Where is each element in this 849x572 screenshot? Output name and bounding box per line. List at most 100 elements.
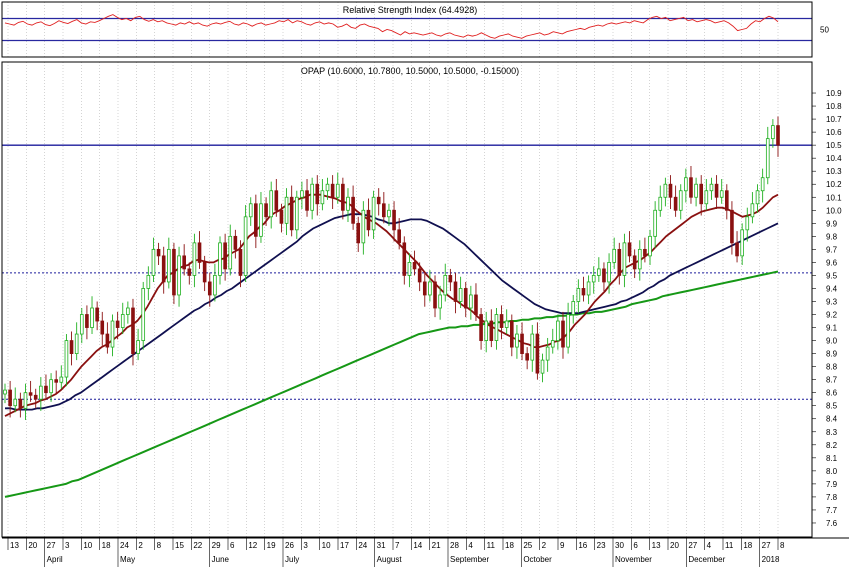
candle-body [120,314,125,328]
x-tick-label: 24 [358,541,367,550]
candle-body [402,242,407,276]
candle-body [151,248,156,276]
candle-body [341,183,345,211]
candle-body [23,392,28,409]
candle-body [79,314,84,335]
candle-body [612,248,616,263]
candle-body [315,183,320,205]
candle-body [479,314,483,341]
grid-layer [7,2,779,537]
y-tick-label: 10.8 [826,102,842,111]
candle-body [648,235,652,257]
candle-body [750,203,755,218]
candle-body [438,294,442,309]
candle-body [115,320,120,328]
candle-body [49,379,53,394]
candle-body [673,196,678,211]
candle-body [310,183,314,211]
candle-body [566,314,570,348]
candle-body [105,333,110,348]
candle-body [684,177,688,192]
month-label: October [523,555,552,564]
x-tick-label: 3 [303,541,308,550]
candle-body [515,333,519,348]
candle-body [745,216,750,231]
candle-body [74,333,79,354]
candle-body [458,288,463,302]
y-tick-label: 8.4 [826,415,838,424]
x-tick-label: 10 [83,541,92,550]
x-tick-label: 30 [615,541,624,550]
candle-body [28,392,33,396]
candle-body [366,209,371,231]
candle-body [136,340,140,355]
x-tick-label: 13 [652,541,661,550]
candle-body [182,255,186,270]
candle-body [202,261,207,283]
candle-body [213,275,217,296]
candle-body [689,177,693,198]
candle-body [85,314,89,328]
candle-body [146,275,151,289]
month-label: July [285,555,299,564]
candle-body [433,281,437,309]
candle-body [59,376,64,383]
x-tick-label: 14 [413,541,422,550]
candle-body [126,307,130,315]
rsi-line [4,14,779,39]
x-tick-label: 18 [743,541,752,550]
candle-body [776,125,780,146]
candle-body [484,320,489,341]
candle-body [407,261,412,276]
candle-body [325,183,330,192]
rsi-frame [1,1,813,58]
candle-body [474,294,478,315]
candle-body [622,242,627,276]
x-tick-label: 2 [542,541,547,550]
candle-body [69,340,74,355]
y-tick-label: 8.1 [826,454,838,463]
candle-body [305,190,309,211]
y-tick-label: 8.8 [826,363,838,372]
y-tick-label: 9.1 [826,324,838,333]
candle-body [719,190,724,198]
y-tick-label: 8.3 [826,428,838,437]
candle-body [504,320,509,328]
x-tick-label: 19 [267,541,276,550]
candle-body [131,307,135,354]
candle-body [704,190,709,205]
x-tick-label: 21 [432,541,441,550]
x-tick-label: 2 [138,541,143,550]
x-tick-label: 18 [505,541,514,550]
price-panel [2,116,812,498]
month-label: May [120,555,135,564]
y-tick-label: 9.6 [826,258,838,267]
y-tick-label: 10.5 [826,141,842,150]
x-tick-label: 16 [578,541,587,550]
candle-body [678,190,683,211]
x-tick-label: 28 [450,541,459,550]
candle-body [382,203,386,218]
price-frame [1,61,813,538]
x-tick-label: 26 [285,541,294,550]
candle-body [346,196,350,211]
candle-body [361,209,366,244]
candle-body [545,346,550,361]
candle-body [248,203,253,218]
candle-body [617,248,622,276]
candle-body [725,190,729,211]
x-tick-label: 29 [212,541,221,550]
candle-body [530,333,535,361]
x-tick-label: 20 [28,541,37,550]
candle-body [64,340,69,378]
x-tick-label: 11 [725,541,734,550]
candle-body [335,183,340,198]
y-tick-label: 9.4 [826,284,838,293]
x-tick-label: 12 [248,541,257,550]
candle-body [607,261,611,283]
candle-body [90,307,94,328]
x-tick-label: 13 [10,541,19,550]
candle-body [397,229,401,244]
y-tick-label: 10.0 [826,206,842,215]
